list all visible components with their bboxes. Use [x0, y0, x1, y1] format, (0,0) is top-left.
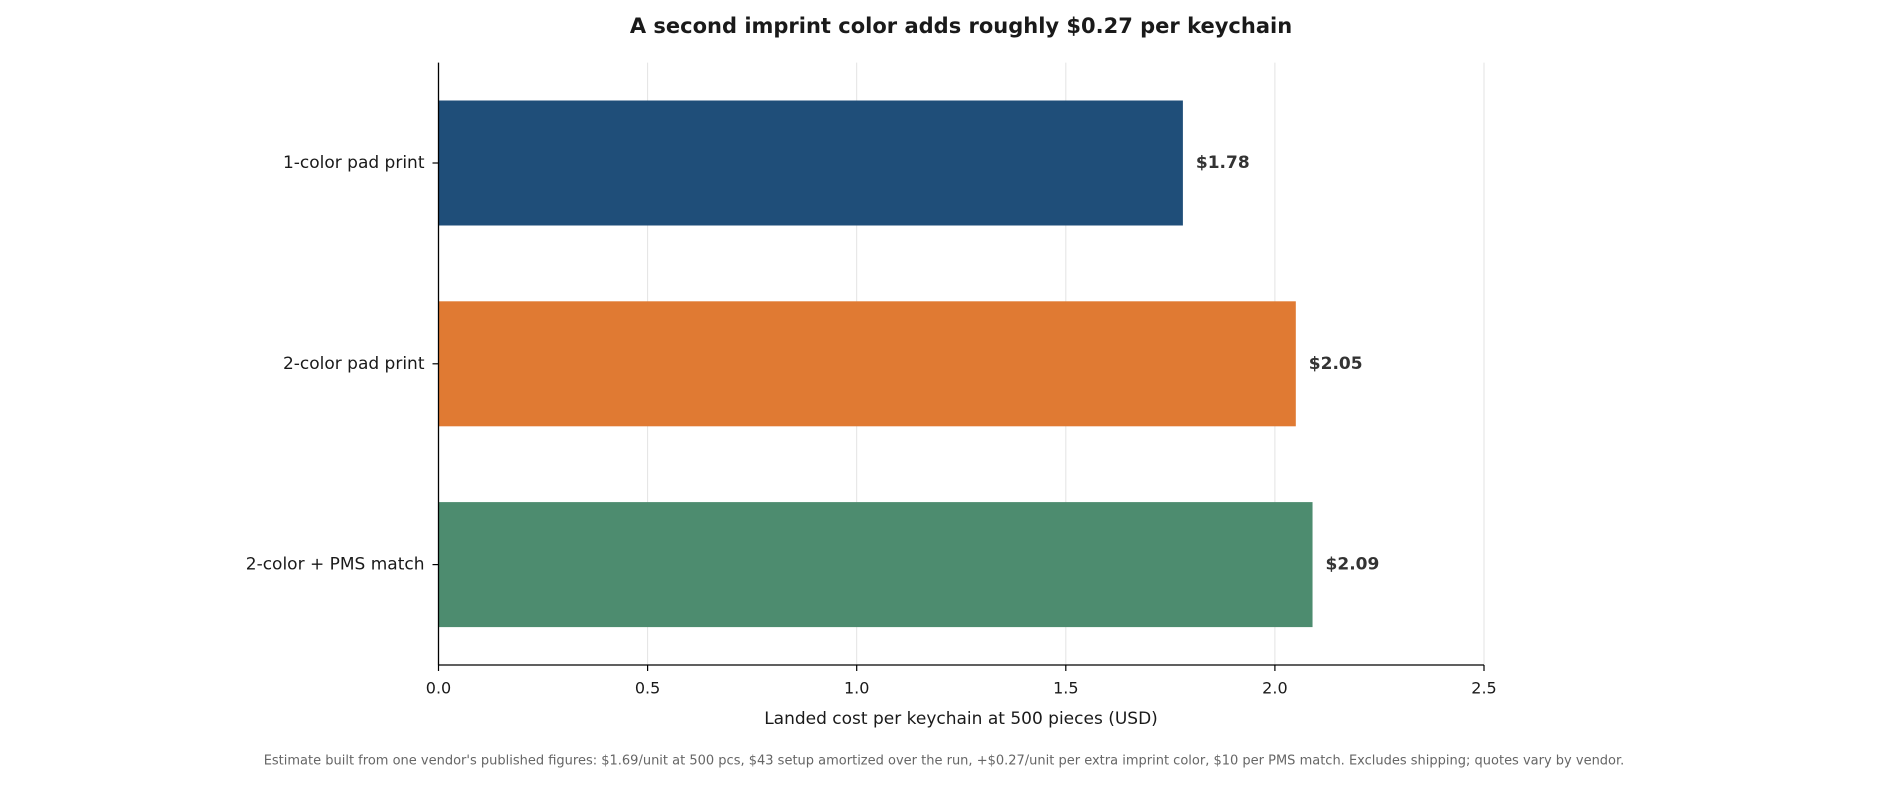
- x-axis-label: Landed cost per keychain at 500 pieces (…: [764, 709, 1158, 729]
- x-tick-label: 1.5: [1053, 679, 1078, 698]
- chart-title: A second imprint color adds roughly $0.2…: [630, 14, 1292, 38]
- y-tick-label: 2-color + PMS match: [246, 555, 425, 575]
- y-tick-label: 1-color pad print: [283, 153, 425, 173]
- x-tick-label: 0.0: [426, 679, 451, 698]
- x-tick-label: 1.0: [844, 679, 869, 698]
- bar: [438, 301, 1296, 427]
- bar: [438, 100, 1183, 226]
- value-label: $2.09: [1326, 555, 1380, 575]
- x-tick-label: 2.0: [1262, 679, 1287, 698]
- value-label: $1.78: [1196, 153, 1250, 173]
- x-tick-label: 2.5: [1471, 679, 1496, 698]
- y-tick-label: 2-color pad print: [283, 354, 425, 374]
- value-label: $2.05: [1309, 354, 1363, 374]
- bar: [438, 502, 1313, 628]
- x-tick-label: 0.5: [635, 679, 660, 698]
- footnote: Estimate built from one vendor's publish…: [264, 754, 1625, 769]
